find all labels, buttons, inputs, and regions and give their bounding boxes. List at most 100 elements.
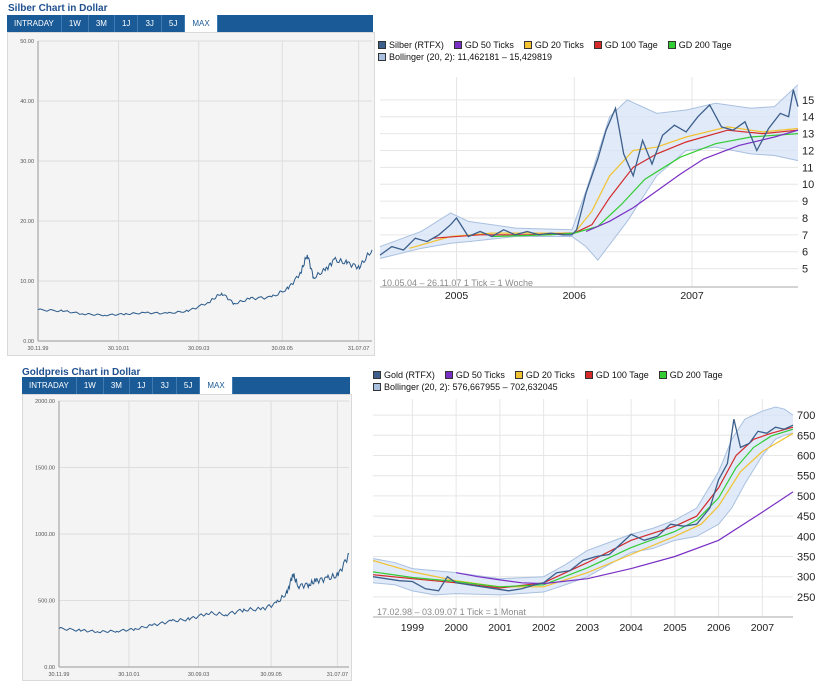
legend-label: GD 50 Ticks bbox=[464, 40, 514, 50]
y-tick-label: 500 bbox=[797, 491, 815, 503]
legend-label: Gold (RTFX) bbox=[384, 370, 435, 380]
x-tick-label: 2006 bbox=[563, 290, 587, 302]
silver-legend-bollinger-item: Bollinger (20, 2): 11,462181 – 15,429819 bbox=[378, 52, 552, 62]
gold-simple-chart: 0.00 500.00 1000.00 1500.00 2000.00 30.11.99 3… bbox=[35, 399, 350, 678]
x-tick-label: 2004 bbox=[619, 622, 643, 634]
silver-legend: Silber (RTFX) GD 50 Ticks GD 20 Ticks GD 10… bbox=[378, 39, 732, 63]
x-tick-label: 2007 bbox=[751, 622, 775, 634]
tab-1j[interactable]: 1J bbox=[115, 15, 139, 32]
y-tick-label: 300 bbox=[797, 572, 815, 584]
y-tick-label: 2000.00 bbox=[35, 399, 55, 405]
legend-label: GD 200 Tage bbox=[669, 370, 723, 380]
gold-legend-series: Gold (RTFX) GD 50 Ticks GD 20 Ticks GD 100 … bbox=[373, 369, 723, 381]
y-tick-label: 9 bbox=[802, 196, 808, 208]
gold-legend-bollinger: Bollinger (20, 2): 576,667955 – 702,6320… bbox=[373, 381, 723, 393]
x-tick-label: 30.10.01 bbox=[118, 672, 139, 678]
y-tick-label: 12 bbox=[802, 145, 814, 157]
legend-swatch bbox=[444, 371, 453, 379]
gold-legend-bollinger-item: Bollinger (20, 2): 576,667955 – 702,6320… bbox=[373, 382, 558, 392]
bollinger-band bbox=[380, 84, 798, 261]
tab-max[interactable]: MAX bbox=[200, 377, 233, 394]
ma-line-gd-200-tage bbox=[372, 428, 794, 588]
tab-3m[interactable]: 3M bbox=[89, 15, 115, 32]
legend-label: GD 20 Ticks bbox=[534, 40, 584, 50]
y-tick-label: 8 bbox=[802, 213, 808, 225]
y-tick-label: 10 bbox=[802, 179, 814, 191]
legend-item: GD 50 Ticks bbox=[453, 40, 514, 50]
y-tick-label: 5 bbox=[802, 264, 808, 276]
gold-bollinger-label: Bollinger (20, 2): 576,667955 – 702,6320… bbox=[384, 382, 558, 392]
y-tick-label: 500.00 bbox=[38, 599, 55, 605]
legend-swatch bbox=[378, 41, 386, 49]
legend-swatch bbox=[593, 41, 602, 49]
x-tick-label: 30.09.05 bbox=[260, 672, 281, 678]
silver-legend-bollinger: Bollinger (20, 2): 11,462181 – 15,429819 bbox=[378, 51, 732, 63]
x-tick-label: 2005 bbox=[663, 622, 687, 634]
x-tick-label: 2002 bbox=[532, 622, 556, 634]
tab-3m[interactable]: 3M bbox=[104, 377, 130, 394]
price-line bbox=[58, 552, 350, 634]
legend-label: GD 100 Tage bbox=[595, 370, 649, 380]
silver-simple-title: Silber Chart in Dollar bbox=[8, 3, 108, 14]
y-tick-label: 400 bbox=[797, 531, 815, 543]
y-tick-label: 350 bbox=[797, 552, 815, 564]
y-tick-label: 1000.00 bbox=[35, 532, 55, 538]
legend-item: GD 20 Ticks bbox=[523, 40, 584, 50]
y-tick-label: 10.00 bbox=[20, 279, 34, 285]
tab-1w[interactable]: 1W bbox=[62, 15, 89, 32]
x-tick-label: 2005 bbox=[445, 290, 469, 302]
y-tick-label: 20.00 bbox=[20, 219, 34, 225]
y-tick-label: 600 bbox=[797, 451, 815, 463]
y-tick-label: 50.00 bbox=[20, 39, 34, 45]
tab-1j[interactable]: 1J bbox=[130, 377, 154, 394]
chart-footer: 17.02.98 – 03.09.07 1 Tick = 1 Monat bbox=[377, 607, 526, 617]
gold-legend: Gold (RTFX) GD 50 Ticks GD 20 Ticks GD 100 … bbox=[373, 369, 723, 393]
y-tick-label: 700 bbox=[797, 410, 815, 422]
legend-item: GD 200 Tage bbox=[658, 370, 723, 380]
silver-bollinger-label: Bollinger (20, 2): 11,462181 – 15,429819 bbox=[389, 52, 552, 62]
y-tick-label: 13 bbox=[802, 129, 814, 141]
y-tick-label: 30.00 bbox=[20, 159, 34, 165]
legend-swatch bbox=[514, 371, 523, 379]
y-tick-label: 15 bbox=[802, 95, 814, 107]
legend-item: Silber (RTFX) bbox=[378, 40, 444, 50]
x-tick-label: 2007 bbox=[680, 290, 704, 302]
tab-1w[interactable]: 1W bbox=[77, 377, 104, 394]
tab-5j[interactable]: 5J bbox=[162, 15, 186, 32]
y-tick-label: 6 bbox=[802, 247, 808, 259]
y-tick-label: 40.00 bbox=[20, 99, 34, 105]
ma-line-gd-200-tage bbox=[491, 133, 799, 238]
legend-item: GD 20 Ticks bbox=[514, 370, 575, 380]
silver-simple-chart: 0.00 10.00 20.00 30.00 40.00 50.00 30.11.99 30.… bbox=[20, 39, 373, 352]
bollinger-swatch bbox=[378, 53, 386, 61]
legend-label: GD 50 Ticks bbox=[455, 370, 505, 380]
legend-swatch bbox=[658, 371, 667, 379]
x-tick-label: 30.09.05 bbox=[272, 346, 293, 352]
tab-intraday[interactable]: INTRADAY bbox=[22, 377, 77, 394]
price-line bbox=[379, 89, 799, 256]
y-tick-label: 650 bbox=[797, 430, 815, 442]
legend-label: GD 100 Tage bbox=[604, 40, 658, 50]
legend-swatch bbox=[584, 371, 593, 379]
x-tick-label: 30.11.99 bbox=[27, 346, 48, 352]
y-tick-label: 7 bbox=[802, 230, 808, 242]
legend-label: GD 200 Tage bbox=[678, 40, 732, 50]
x-tick-label: 2003 bbox=[576, 622, 600, 634]
x-tick-label: 1999 bbox=[401, 622, 425, 634]
x-tick-label: 2006 bbox=[707, 622, 731, 634]
y-tick-label: 14 bbox=[802, 112, 814, 124]
y-tick-label: 450 bbox=[797, 511, 815, 523]
x-tick-label: 31.07.07 bbox=[327, 672, 348, 678]
bollinger-lower-line bbox=[379, 146, 799, 261]
tab-5j[interactable]: 5J bbox=[177, 377, 201, 394]
tab-3j[interactable]: 3J bbox=[153, 377, 177, 394]
tab-intraday[interactable]: INTRADAY bbox=[7, 15, 62, 32]
y-tick-label: 1500.00 bbox=[35, 466, 55, 472]
tab-3j[interactable]: 3J bbox=[138, 15, 162, 32]
legend-label: Silber (RTFX) bbox=[389, 40, 444, 50]
tab-max[interactable]: MAX bbox=[185, 15, 218, 32]
silver-period-tabs: INTRADAY 1W 3M 1J 3J 5J MAX bbox=[7, 15, 373, 32]
legend-item: GD 100 Tage bbox=[593, 40, 658, 50]
price-line bbox=[372, 418, 794, 592]
